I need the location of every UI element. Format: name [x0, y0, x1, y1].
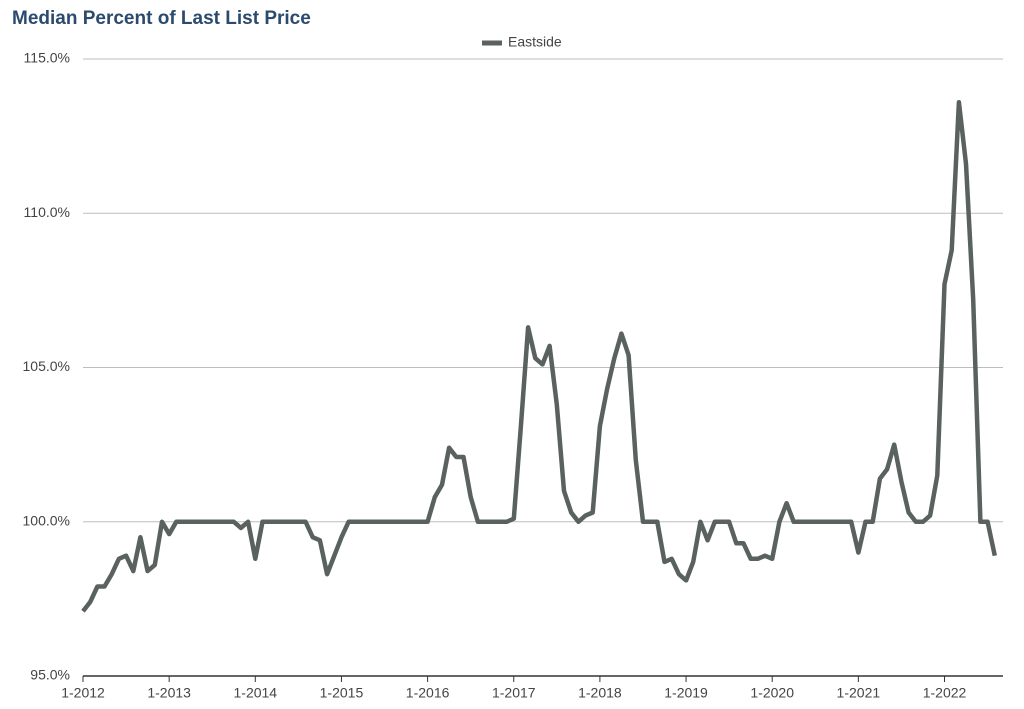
y-tick-label: 100.0%	[23, 512, 70, 528]
x-tick-label: 1-2021	[837, 685, 881, 701]
x-tick-label: 1-2015	[320, 685, 364, 701]
chart-title: Median Percent of Last List Price	[12, 8, 311, 29]
x-tick-label: 1-2014	[234, 685, 278, 701]
x-tick-label: 1-2013	[147, 685, 191, 701]
x-tick-label: 1-2019	[664, 685, 708, 701]
y-tick-label: 115.0%	[24, 50, 70, 66]
legend-label: Eastside	[508, 34, 562, 50]
line-series	[81, 99, 998, 613]
y-tick-label: 105.0%	[23, 358, 70, 374]
x-tick-label: 1-2012	[61, 685, 105, 701]
y-tick-label: 110.0%	[24, 204, 70, 220]
x-tick-label: 1-2022	[923, 685, 967, 701]
x-tick-label: 1-2020	[750, 685, 794, 701]
x-tick-label: 1-2017	[492, 685, 536, 701]
x-tick-label: 1-2016	[406, 685, 450, 701]
x-tick-label: 1-2018	[578, 685, 622, 701]
y-tick-label: 95.0%	[30, 667, 70, 683]
